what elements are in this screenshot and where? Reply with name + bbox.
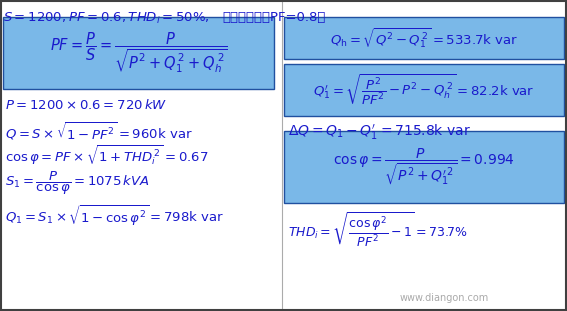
Text: $\cos\varphi = \dfrac{P}{\sqrt{P^2+Q_1^{\prime\,2}}} = 0.994$: $\cos\varphi = \dfrac{P}{\sqrt{P^2+Q_1^{… bbox=[333, 147, 515, 187]
Text: $S_1 = \dfrac{P}{\cos\varphi} = 1075\,kVA$: $S_1 = \dfrac{P}{\cos\varphi} = 1075\,kV… bbox=[5, 170, 150, 197]
Text: $PF = \dfrac{P}{S} = \dfrac{P}{\sqrt{P^2+Q_1^{\,2}+Q_h^{\,2}}}$: $PF = \dfrac{P}{S} = \dfrac{P}{\sqrt{P^2… bbox=[50, 30, 228, 76]
Text: $Q_1 = S_1\times\sqrt{1-\cos\varphi^2} = 798\mathrm{k\ var}$: $Q_1 = S_1\times\sqrt{1-\cos\varphi^2} =… bbox=[5, 204, 224, 228]
FancyBboxPatch shape bbox=[284, 17, 564, 59]
Text: $Q_1' = \sqrt{\dfrac{P^2}{PF^2}-P^2-Q_h^{\,2}} = 82.2\mathrm{k\ var}$: $Q_1' = \sqrt{\dfrac{P^2}{PF^2}-P^2-Q_h^… bbox=[313, 73, 535, 107]
Text: $Q_\mathrm{h} = \sqrt{Q^2-Q_1^{\,2}} = 533.7\mathrm{k\ var}$: $Q_\mathrm{h} = \sqrt{Q^2-Q_1^{\,2}} = 5… bbox=[330, 26, 518, 50]
Text: www.diangon.com: www.diangon.com bbox=[400, 293, 489, 303]
Text: 目标功率因数PF=0.8。: 目标功率因数PF=0.8。 bbox=[222, 11, 325, 24]
Text: $THD_i = \sqrt{\dfrac{\cos\varphi^2}{PF^2}-1} = 73.7\%$: $THD_i = \sqrt{\dfrac{\cos\varphi^2}{PF^… bbox=[288, 211, 468, 249]
Text: $S = 1200, PF = 0.6, THD_i = 50\%,$: $S = 1200, PF = 0.6, THD_i = 50\%,$ bbox=[3, 11, 210, 26]
Text: $Q = S\times\sqrt{1-PF^2} = 960\mathrm{k\ var}$: $Q = S\times\sqrt{1-PF^2} = 960\mathrm{k… bbox=[5, 120, 193, 142]
FancyBboxPatch shape bbox=[3, 17, 274, 89]
Text: $\Delta Q = Q_1-Q_1' = 715.8\mathrm{k\ var}$: $\Delta Q = Q_1-Q_1' = 715.8\mathrm{k\ v… bbox=[288, 123, 471, 142]
FancyBboxPatch shape bbox=[284, 64, 564, 116]
FancyBboxPatch shape bbox=[284, 131, 564, 203]
Text: $P = 1200\times 0.6 = 720\,kW$: $P = 1200\times 0.6 = 720\,kW$ bbox=[5, 98, 167, 112]
Text: $\cos\varphi = PF\times\sqrt{1+THD_i^{\,2}} = 0.67$: $\cos\varphi = PF\times\sqrt{1+THD_i^{\,… bbox=[5, 143, 209, 167]
